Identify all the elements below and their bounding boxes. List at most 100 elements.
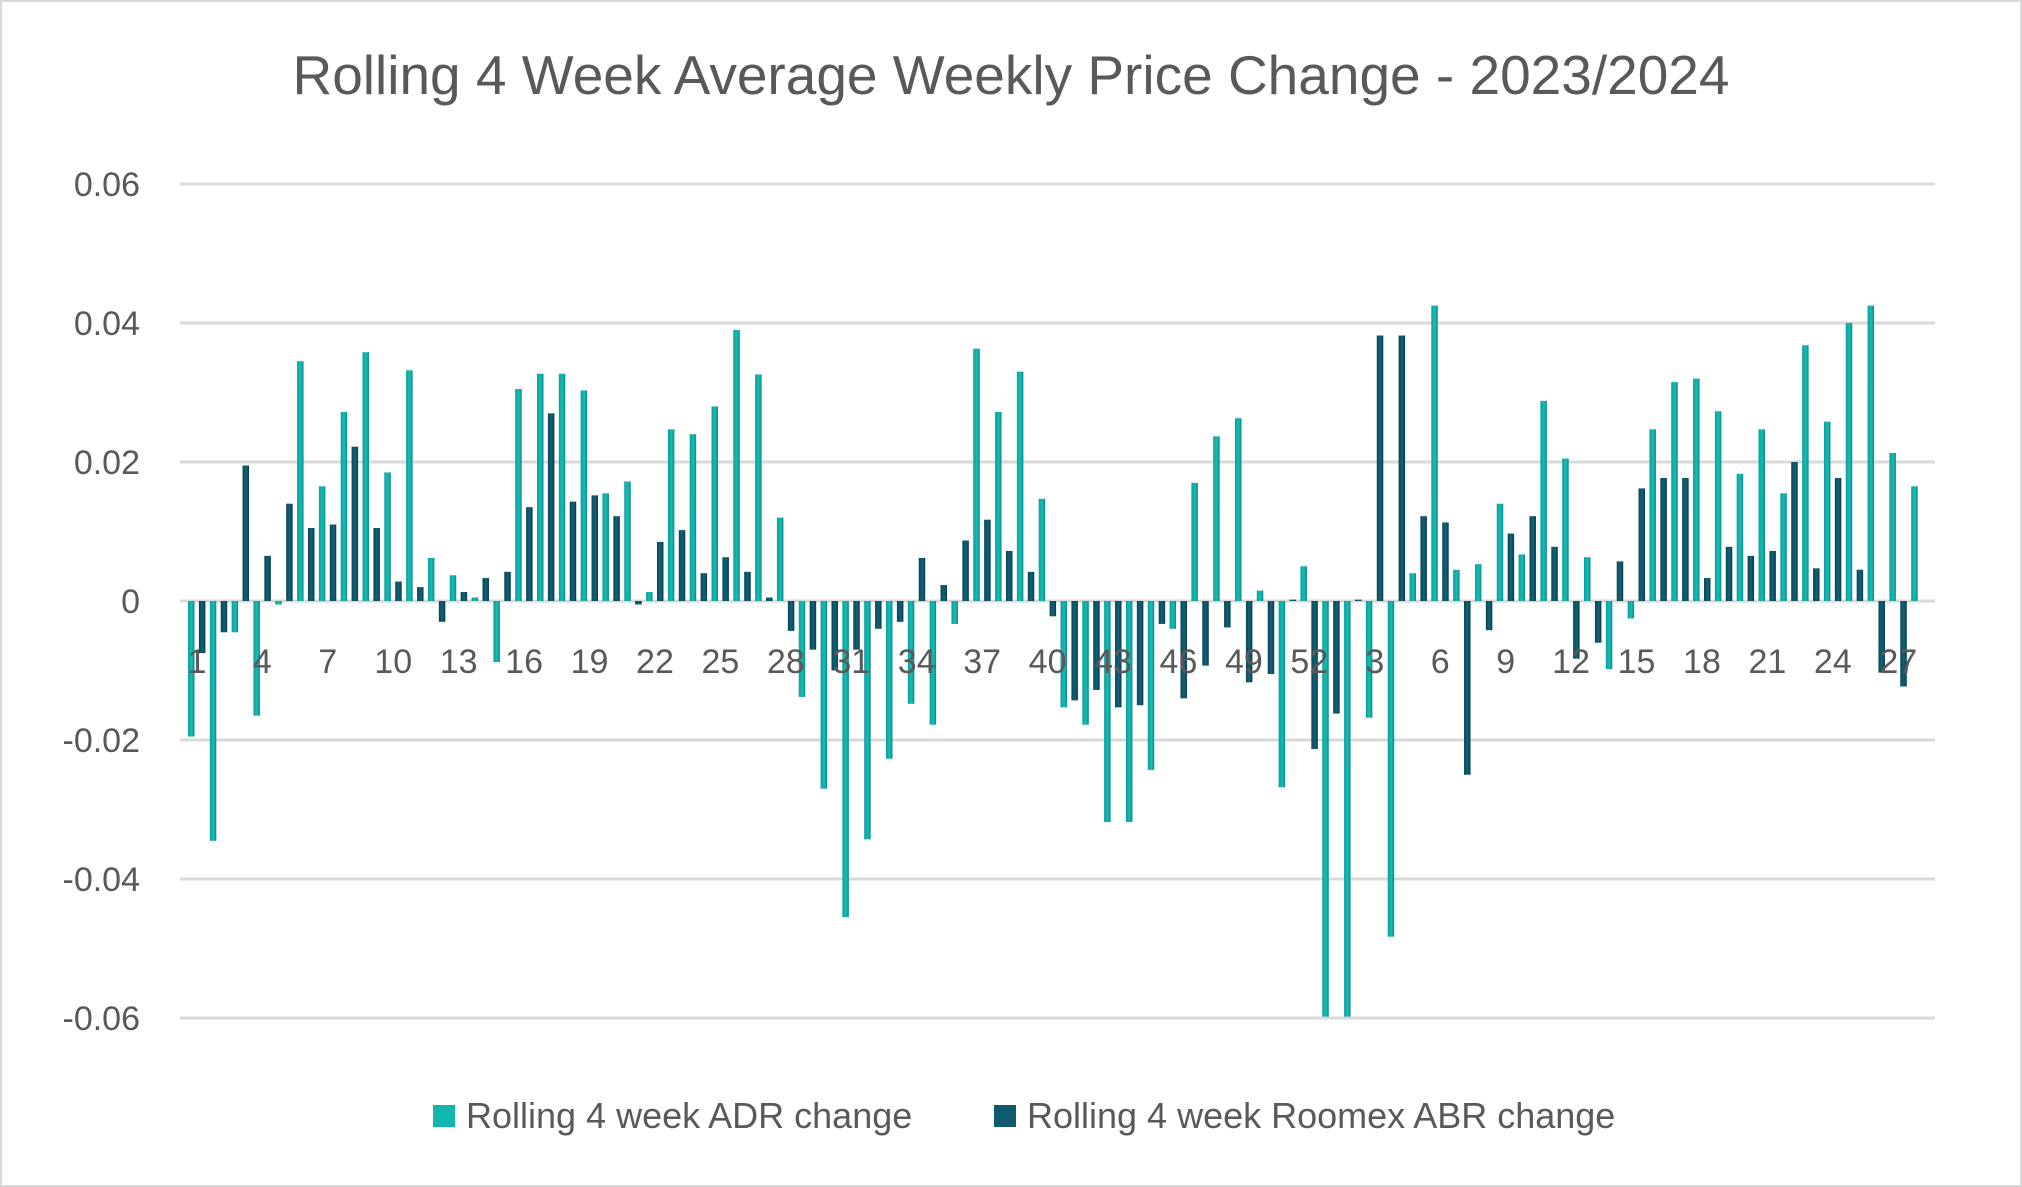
bar-adr — [297, 361, 304, 601]
y-axis-labels: 0.06 0.04 0.02 0 -0.02 -0.04 -0.06 — [63, 166, 141, 1038]
bar-abr — [1093, 601, 1100, 690]
bar-adr — [1147, 601, 1155, 770]
bar-abr — [940, 585, 948, 601]
bar-abr — [1158, 601, 1166, 624]
x-tick-label: 10 — [374, 643, 412, 681]
x-tick-label: 7 — [318, 643, 337, 681]
x-tick-label: 1 — [187, 643, 206, 681]
x-tick-label: 43 — [1094, 643, 1132, 681]
y-tick-label: -0.06 — [63, 1000, 141, 1038]
bar-adr — [318, 486, 326, 601]
bar-adr — [493, 601, 500, 663]
bar-adr — [864, 601, 871, 840]
bar-adr — [515, 389, 522, 601]
bar-adr — [1169, 601, 1177, 629]
bar-abr — [1115, 601, 1122, 708]
bar-abr — [1703, 578, 1711, 601]
x-tick-label: 24 — [1814, 643, 1852, 681]
bar-abr — [1180, 601, 1187, 699]
bar-adr — [449, 575, 457, 601]
bar-adr — [1911, 486, 1918, 601]
gridlines — [180, 182, 1935, 1020]
bar-adr — [1780, 493, 1787, 601]
bar-adr — [1562, 458, 1569, 601]
bar-adr — [1627, 601, 1635, 619]
bar-abr — [918, 557, 926, 601]
bar-abr — [1900, 601, 1907, 687]
bar-abr — [1267, 601, 1275, 674]
bar-abr — [1420, 516, 1427, 601]
x-tick-label: 34 — [898, 643, 936, 681]
x-tick-label: 49 — [1225, 643, 1263, 681]
bar-adr — [1540, 400, 1547, 601]
x-tick-label: 16 — [505, 643, 543, 681]
x-tick-label: 22 — [636, 643, 674, 681]
x-tick-label: 12 — [1552, 643, 1590, 681]
bar-abr — [896, 601, 904, 622]
x-tick-label: 13 — [440, 643, 478, 681]
bar-abr — [1813, 568, 1820, 601]
legend-swatch-adr — [433, 1105, 455, 1127]
x-axis-labels: 1 4 7 10 13 16 19 22 25 28 31 34 37 40 43 46 49 52 3 6 9 12 15… — [187, 643, 1917, 681]
bar-adr — [1823, 421, 1831, 601]
bar-abr — [831, 601, 838, 671]
bar-abr — [1747, 555, 1755, 601]
bar-abr — [198, 601, 206, 654]
bar-adr — [1387, 601, 1395, 937]
bar-abr — [1616, 561, 1624, 601]
bar-abr — [1638, 488, 1646, 601]
x-tick-label: 27 — [1879, 643, 1917, 681]
bar-abr — [1878, 601, 1885, 673]
bar-adr — [427, 557, 435, 601]
bar-adr — [1016, 371, 1024, 601]
bar-adr — [1256, 590, 1264, 601]
legend-label-adr: Rolling 4 week ADR change — [466, 1095, 912, 1136]
bar-adr — [995, 411, 1002, 601]
bar-adr — [1671, 382, 1678, 601]
x-tick-label: 4 — [253, 643, 272, 681]
bar-adr — [973, 348, 980, 601]
bar-abr — [264, 555, 271, 601]
bar-abr — [1725, 546, 1733, 601]
x-tick-label: 37 — [963, 643, 1001, 681]
bar-adr — [1125, 601, 1133, 823]
bar-adr — [340, 411, 348, 601]
bar-adr — [907, 601, 915, 704]
bar-abr — [504, 571, 511, 601]
bar-abr — [1311, 601, 1318, 750]
bar-abr — [1529, 516, 1536, 601]
bar-abr — [329, 524, 337, 601]
bar-abr — [1071, 601, 1078, 701]
bar-abr — [591, 495, 599, 601]
bar-abr — [700, 573, 708, 601]
bar-adr — [1213, 436, 1220, 601]
bar-adr — [1060, 601, 1067, 708]
bar-abr — [1769, 550, 1776, 601]
bar-adr — [1038, 498, 1046, 601]
bar-adr — [580, 390, 588, 601]
bar-adr — [1235, 418, 1242, 601]
bar-abr — [1660, 477, 1667, 601]
bar-abr — [1049, 601, 1057, 617]
bar-adr — [929, 601, 937, 725]
bar-adr — [384, 472, 391, 601]
bar-adr — [1496, 503, 1504, 601]
bar-abr — [1834, 477, 1842, 601]
x-tick-label: 6 — [1431, 643, 1450, 681]
bar-abr — [1594, 601, 1602, 643]
bar-abr — [787, 601, 795, 631]
bar-adr — [1191, 482, 1198, 601]
bar-adr — [1584, 557, 1591, 601]
bar-adr — [1365, 601, 1373, 718]
bar-adr — [362, 352, 369, 601]
bar-adr — [1758, 429, 1765, 601]
x-tick-label: 40 — [1029, 643, 1067, 681]
x-tick-label: 21 — [1748, 643, 1786, 681]
bar-abr — [1464, 601, 1471, 775]
bar-abr — [1682, 477, 1689, 601]
bar-adr — [1322, 601, 1329, 1017]
bar-adr — [275, 601, 282, 605]
bar-adr — [1867, 305, 1875, 601]
bar-abr — [1136, 601, 1144, 706]
bar-abr — [984, 519, 991, 601]
